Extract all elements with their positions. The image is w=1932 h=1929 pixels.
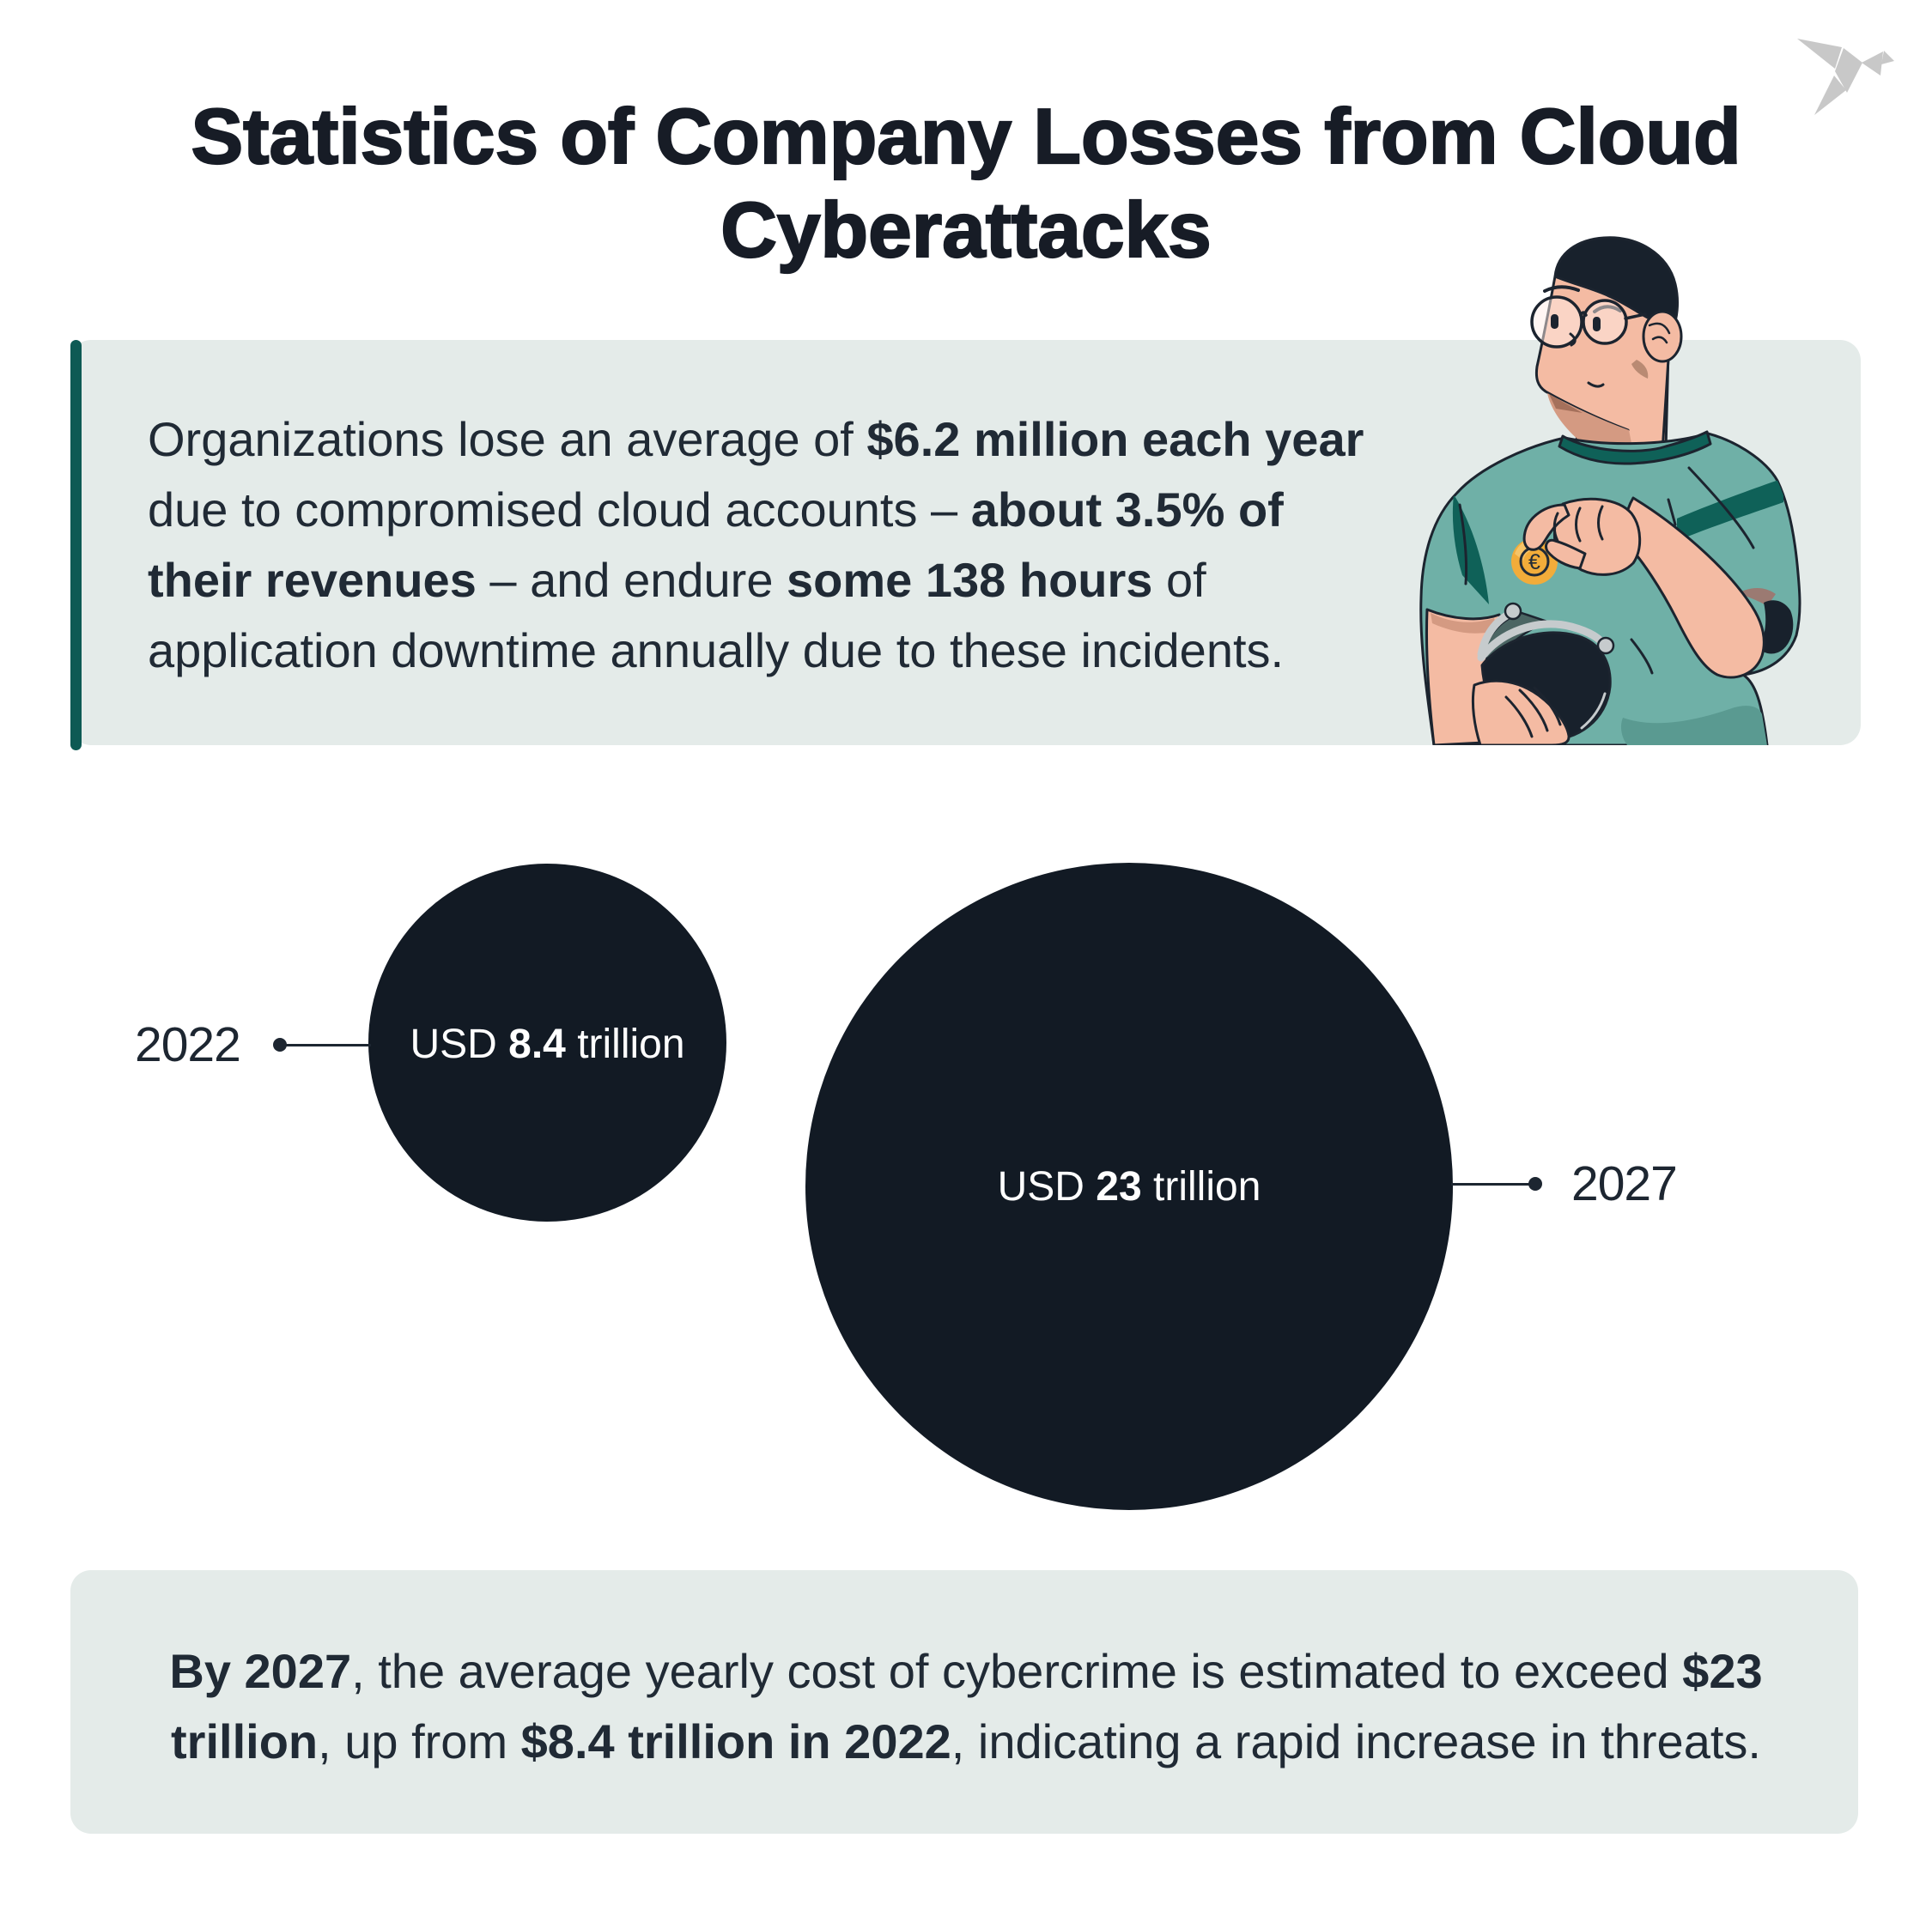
svg-text:€: € (1528, 550, 1540, 574)
